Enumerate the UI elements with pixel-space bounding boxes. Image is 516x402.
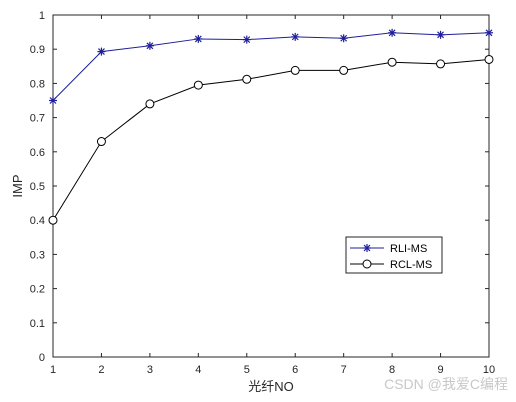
legend-item: RCL-MS <box>350 259 432 271</box>
y-tick-label: 0 <box>39 352 45 364</box>
data-point <box>242 35 251 44</box>
data-point <box>291 32 300 41</box>
data-point <box>484 54 494 64</box>
data-point <box>194 34 203 43</box>
x-tick-label: 6 <box>292 364 298 376</box>
x-tick-label: 1 <box>50 364 56 376</box>
legend-item: RLI-MS <box>350 243 427 255</box>
y-tick-label: 0.6 <box>30 147 45 159</box>
y-tick-label: 0.5 <box>30 181 45 193</box>
data-point <box>49 96 57 105</box>
data-point <box>96 137 106 147</box>
y-tick-label: 0.3 <box>30 249 45 261</box>
x-axis-title: 光纤NO <box>248 379 294 394</box>
series-line <box>52 58 490 221</box>
series-rli-ms <box>49 28 493 105</box>
y-tick-label: 0.9 <box>30 44 45 56</box>
axis-ticks: 1 2 3 4 5 6 7 8 9 10 0 0.1 0.2 0.3 0.4 0.5 0.6 0.7 0.8 0.9 1 <box>30 10 495 376</box>
data-point <box>388 28 397 37</box>
x-tick-label: 7 <box>341 364 347 376</box>
data-point <box>387 57 397 67</box>
series-line <box>52 32 490 101</box>
legend-label: RLI-MS <box>390 243 427 255</box>
legend-marker <box>362 259 372 269</box>
watermark-text: CSDN @我爱C编程 <box>384 376 508 392</box>
x-tick-label: 9 <box>437 364 443 376</box>
y-tick-label: 0.4 <box>30 215 45 227</box>
series-layer <box>48 28 494 225</box>
x-tick-label: 4 <box>195 364 201 376</box>
data-point <box>436 59 446 69</box>
x-tick-label: 2 <box>98 364 104 376</box>
plot-area <box>52 14 490 358</box>
data-point <box>339 65 349 75</box>
data-point <box>97 47 106 56</box>
y-tick-label: 0.8 <box>30 78 45 90</box>
legend: RLI-MS RCL-MS <box>345 236 443 274</box>
data-point <box>193 80 203 90</box>
legend-box <box>345 236 443 274</box>
y-axis-title: IMP <box>10 174 25 197</box>
y-tick-label: 0.1 <box>30 318 45 330</box>
y-tick-label: 0.2 <box>30 284 45 296</box>
x-tick-label: 8 <box>389 364 395 376</box>
data-point <box>48 215 58 225</box>
x-tick-label: 10 <box>483 364 495 376</box>
y-tick-label: 0.7 <box>30 113 45 125</box>
legend-label: RCL-MS <box>390 259 432 271</box>
data-point <box>290 65 300 75</box>
data-point <box>242 74 252 84</box>
data-point <box>145 41 154 50</box>
legend-marker <box>363 244 371 252</box>
y-tick-label: 1 <box>39 10 45 22</box>
data-point <box>145 99 155 109</box>
data-point <box>485 28 493 37</box>
data-point <box>436 30 445 39</box>
x-tick-label: 3 <box>147 364 153 376</box>
series-rcl-ms <box>48 54 494 225</box>
data-point <box>339 34 348 43</box>
x-tick-label: 5 <box>244 364 250 376</box>
